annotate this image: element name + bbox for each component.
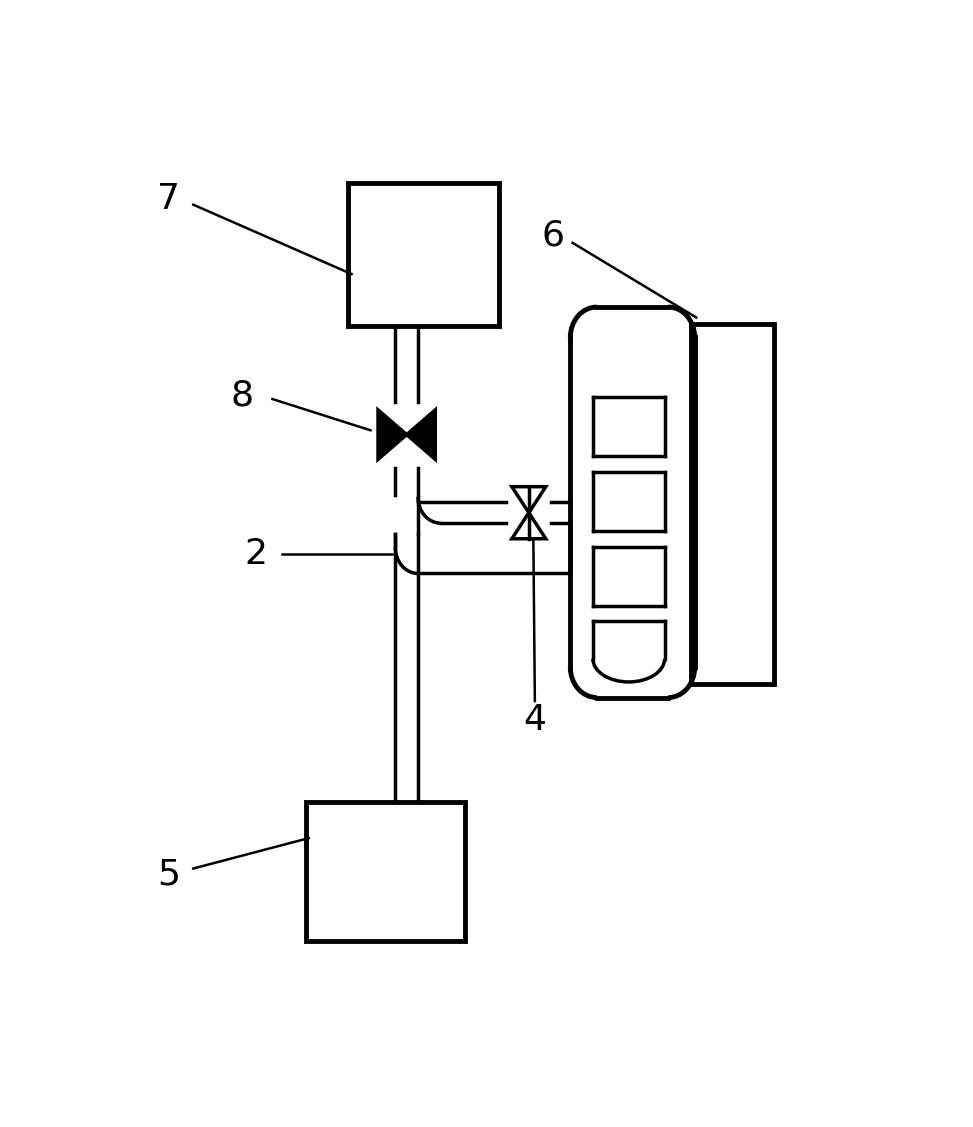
Polygon shape	[407, 410, 435, 460]
Bar	[348, 183, 499, 326]
Bar	[306, 801, 465, 941]
Text: 4: 4	[523, 703, 547, 737]
Text: 2: 2	[244, 536, 268, 570]
Text: 8: 8	[231, 379, 254, 412]
Polygon shape	[378, 410, 407, 460]
Text: 7: 7	[157, 183, 180, 216]
Polygon shape	[512, 513, 546, 539]
Bar	[691, 323, 774, 684]
Text: 6: 6	[541, 219, 564, 252]
Text: 5: 5	[157, 858, 180, 891]
Polygon shape	[512, 487, 546, 513]
